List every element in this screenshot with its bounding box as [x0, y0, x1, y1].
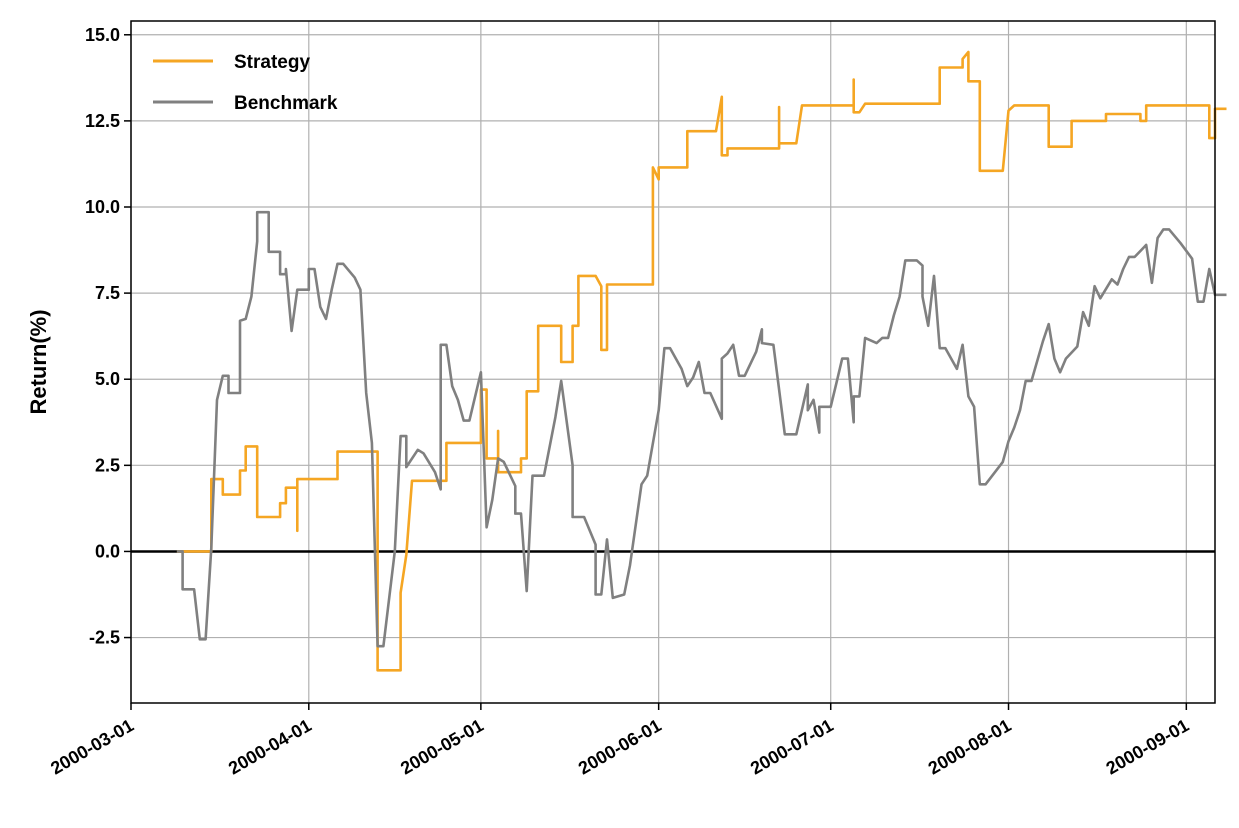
y-tick-label: -2.5 — [89, 628, 120, 648]
plot-frame — [130, 20, 1216, 704]
y-tick-label: 12.5 — [85, 111, 120, 131]
series-line-benchmark — [176, 210, 1227, 648]
series-line-strategy — [176, 50, 1227, 672]
legend: Strategy Benchmark — [153, 52, 338, 114]
y-tick-label: 5.0 — [95, 369, 120, 389]
legend-label-strategy: Strategy — [234, 52, 310, 73]
y-tick-label: 7.5 — [95, 283, 120, 303]
y-tick-label: 15.0 — [85, 25, 120, 45]
y-tick-label: 2.5 — [95, 455, 120, 475]
legend-label-benchmark: Benchmark — [234, 93, 338, 114]
y-tick-label: 10.0 — [85, 197, 120, 217]
y-axis-label: Return(%) — [26, 309, 51, 414]
grid-lines — [130, 21, 1215, 703]
series-layer — [176, 50, 1227, 672]
y-tick-label: 0.0 — [95, 541, 120, 561]
